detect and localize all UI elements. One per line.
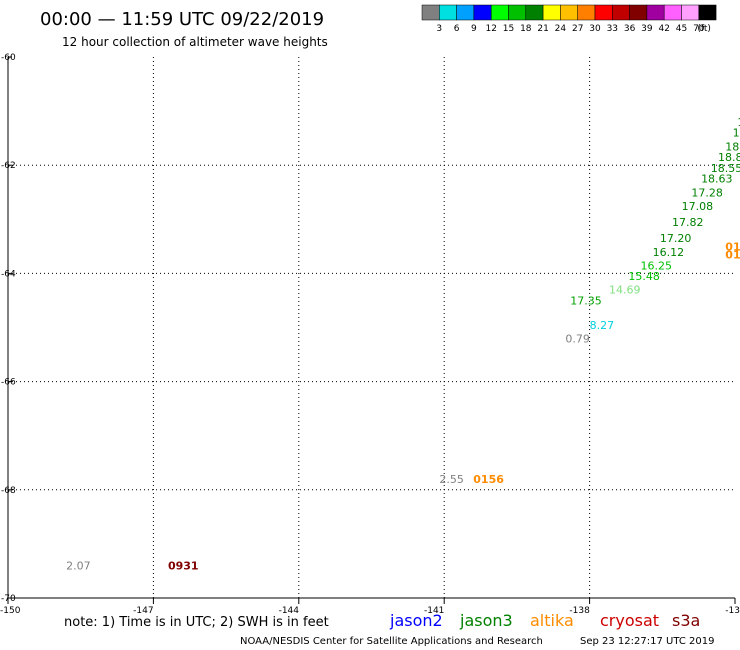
data-point-label: 0155 <box>725 240 740 253</box>
colorbar-swatch <box>646 4 665 21</box>
colorbar-swatch <box>629 4 648 21</box>
data-point-label: 18.85 <box>718 151 740 164</box>
colorbar-swatch <box>577 4 596 21</box>
y-tick-label: -70 <box>1 594 16 604</box>
satellite-legend: jason2 jason3 altika cryosat s3a <box>389 611 700 630</box>
credit-text: NOAA/NESDIS Center for Satellite Applica… <box>240 636 543 647</box>
y-tick-label: -66 <box>1 378 16 388</box>
colorbar-swatch <box>594 4 613 21</box>
footer-note: note: 1) Time is in UTC; 2) SWH is in fe… <box>64 615 329 630</box>
colorbar-swatch <box>439 4 457 21</box>
colorbar-label: 18 <box>520 24 532 34</box>
colorbar-swatch <box>560 4 578 21</box>
data-point-label: 16.25 <box>640 259 672 272</box>
data-point-label: 18.38 <box>733 127 740 140</box>
data-point-label: 17.08 <box>682 200 714 213</box>
data-point-label: 2.07 <box>66 560 91 573</box>
colorbar-label: 15 <box>503 24 514 34</box>
data-point-label: 0931 <box>168 560 199 573</box>
x-tick-label: -138 <box>569 606 590 616</box>
colorbar-label: 42 <box>658 24 669 34</box>
x-tick-label: -150 <box>0 606 21 616</box>
generated-timestamp: Sep 23 12:27:17 UTC 2019 <box>580 636 714 647</box>
y-tick-label: -62 <box>1 161 16 171</box>
colorbar-label: 12 <box>485 24 496 34</box>
colorbar-swatch <box>542 4 561 21</box>
colorbar-label: 3 <box>436 24 442 34</box>
data-point-label: 18.45 <box>725 140 740 153</box>
data-point-label: 17.28 <box>691 186 723 199</box>
x-tick-label: -144 <box>279 606 300 616</box>
colorbar-label: 33 <box>607 24 618 34</box>
data-point-label: 17.35 <box>570 294 602 307</box>
colorbar-swatch <box>663 4 682 21</box>
colorbar-label: 24 <box>555 24 567 34</box>
colorbar-label: 6 <box>454 24 460 34</box>
data-point-label: 2.55 <box>439 473 464 486</box>
colorbar-swatch <box>473 4 492 21</box>
x-tick-label: -141 <box>424 606 444 616</box>
colorbar-unit: (ft) <box>697 24 711 34</box>
data-point-label: 18.63 <box>701 173 733 186</box>
colorbar-swatch <box>681 4 700 21</box>
colorbar-swatch <box>421 4 440 21</box>
colorbar-swatch <box>525 4 544 21</box>
data-point-label: 0156 <box>473 473 504 486</box>
satellite-legend-cryosat: cryosat <box>600 611 659 630</box>
grid-lines <box>8 57 735 598</box>
colorbar-label: 36 <box>624 24 636 34</box>
colorbar-legend: 3 6 9 12 15 18 21 24 27 30 33 36 39 42 45 70(ft) <box>421 4 717 34</box>
y-tick-label: -64 <box>1 269 16 279</box>
chart-subtitle: 12 hour collection of altimeter wave hei… <box>62 35 328 49</box>
colorbar-label: 27 <box>572 24 583 34</box>
colorbar-label: 21 <box>537 24 548 34</box>
data-point-label: 18.55 <box>711 162 740 175</box>
satellite-legend-jason2: jason2 <box>389 611 443 630</box>
data-point-label: 15.48 <box>628 270 660 283</box>
axes: -150 -147 -144 -141 -138 -13 -60 -62 -64 -66 -68 -7… <box>0 53 740 616</box>
data-point-label: 8.27 <box>590 319 615 332</box>
x-tick-label: -13 <box>725 606 740 616</box>
colorbar-label: 70 <box>693 24 705 34</box>
colorbar-swatch <box>612 4 630 21</box>
satellite-legend-jason3: jason3 <box>459 611 513 630</box>
colorbar-swatch <box>490 4 509 21</box>
colorbar-label: 30 <box>589 24 601 34</box>
chart-title: 00:00 — 11:59 UTC 09/22/2019 <box>40 9 324 30</box>
colorbar-label: 45 <box>676 24 687 34</box>
data-point-label: 0.79 <box>565 332 590 345</box>
y-tick-label: -60 <box>1 53 16 63</box>
y-tick-label: -68 <box>1 486 16 496</box>
colorbar-label: 9 <box>471 24 477 34</box>
data-point-label: 16.12 <box>653 246 685 259</box>
colorbar-swatch <box>508 4 527 21</box>
colorbar-label: 39 <box>641 24 653 34</box>
data-point-label: 17.82 <box>672 216 704 229</box>
satellite-legend-altika: altika <box>530 611 574 630</box>
colorbar-swatch <box>456 4 475 21</box>
data-point-label: 18.16 <box>737 116 740 129</box>
satellite-legend-s3a: s3a <box>672 611 700 630</box>
colorbar-swatch <box>698 4 717 21</box>
x-tick-label: -147 <box>133 606 153 616</box>
data-point-label: 0156 <box>725 248 740 261</box>
data-point-label: 14.69 <box>609 284 641 297</box>
data-point-label: 17.20 <box>660 232 692 245</box>
